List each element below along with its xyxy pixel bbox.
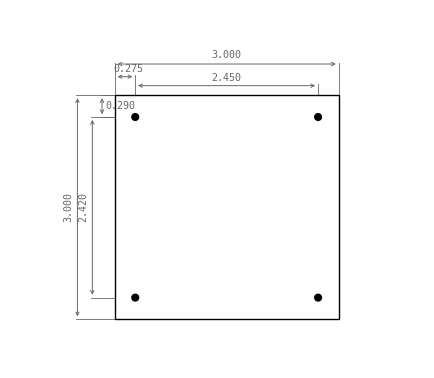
Text: 2.450: 2.450 <box>211 73 241 83</box>
Text: 3.000: 3.000 <box>63 192 73 222</box>
Circle shape <box>314 114 321 120</box>
Text: 3.000: 3.000 <box>211 50 241 60</box>
Text: 0.290: 0.290 <box>105 101 135 111</box>
Text: 2.420: 2.420 <box>78 192 88 222</box>
Bar <box>115 95 338 319</box>
Circle shape <box>314 294 321 301</box>
Text: 0.275: 0.275 <box>113 64 143 74</box>
Circle shape <box>132 294 138 301</box>
Circle shape <box>132 114 138 120</box>
